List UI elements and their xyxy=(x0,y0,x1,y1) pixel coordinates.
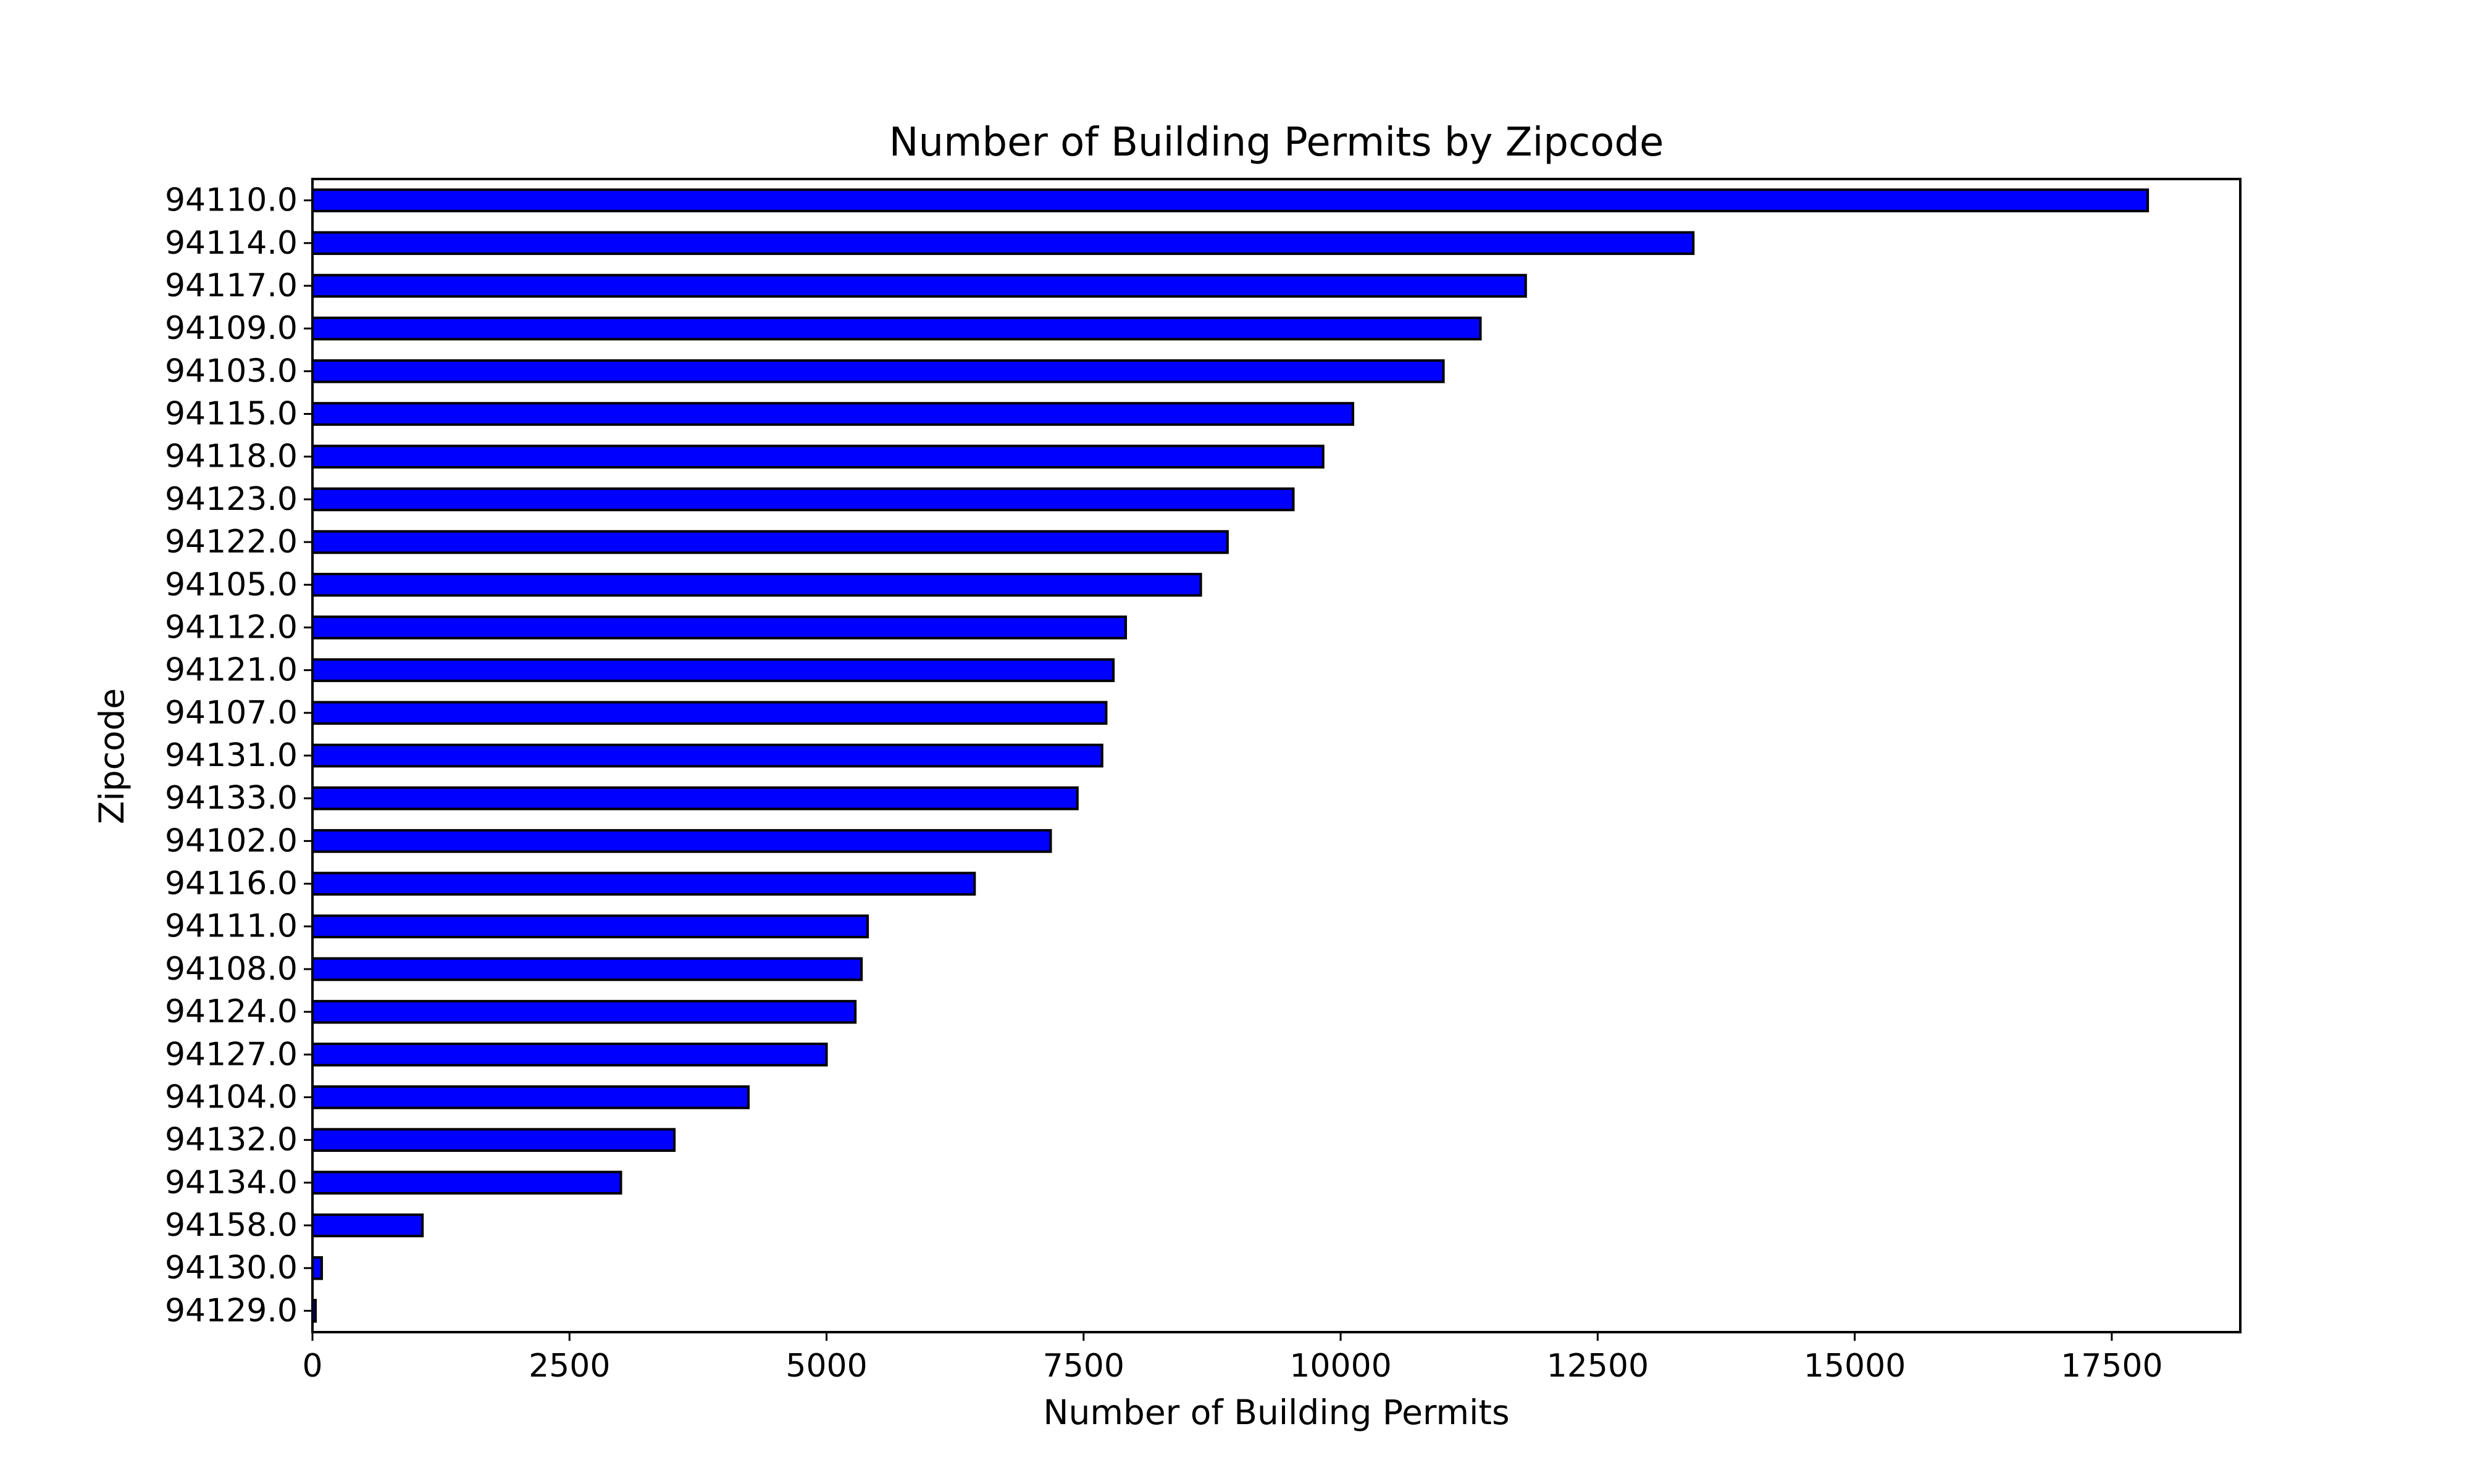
y-tick-label: 94122.0 xyxy=(165,523,298,561)
y-tick-label: 94104.0 xyxy=(165,1078,298,1115)
bar xyxy=(311,1256,323,1280)
bar xyxy=(311,273,1527,298)
bar xyxy=(311,872,976,896)
bar xyxy=(311,701,1108,725)
bar xyxy=(311,444,1325,469)
y-tick-label: 94103.0 xyxy=(165,352,298,390)
y-tick-label: 94117.0 xyxy=(165,267,298,304)
y-tick-label: 94130.0 xyxy=(165,1249,298,1286)
bars-layer xyxy=(311,188,2150,1323)
x-tick-label: 15000 xyxy=(1804,1348,1906,1385)
y-tick-label: 94105.0 xyxy=(165,566,298,603)
y-tick-label: 94114.0 xyxy=(165,225,298,262)
bar xyxy=(311,615,1128,640)
y-tick-label: 94102.0 xyxy=(165,822,298,859)
bar xyxy=(311,188,2150,212)
bar xyxy=(311,658,1115,682)
x-tick-label: 7500 xyxy=(1043,1348,1124,1385)
bar xyxy=(311,1128,676,1152)
y-tick-label: 94112.0 xyxy=(165,609,298,646)
bar xyxy=(311,316,1482,341)
bar xyxy=(311,914,869,939)
y-tick-label: 94124.0 xyxy=(165,993,298,1030)
bar xyxy=(311,999,857,1024)
bar xyxy=(311,1213,424,1238)
chart-title: Number of Building Permits by Zipcode xyxy=(889,120,1664,165)
x-tick-label: 5000 xyxy=(785,1348,867,1385)
x-tick-label: 10000 xyxy=(1289,1348,1391,1385)
y-tick-label: 94109.0 xyxy=(165,310,298,347)
bar xyxy=(311,487,1295,512)
x-tick-label: 0 xyxy=(302,1348,322,1385)
y-axis: 94110.0 94114.0 94117.0 94109.0 94103.0 94115… xyxy=(165,182,312,1329)
y-tick-label: 94134.0 xyxy=(165,1164,298,1201)
x-tick-label: 12500 xyxy=(1547,1348,1649,1385)
bar xyxy=(311,1043,828,1067)
y-tick-label: 94115.0 xyxy=(165,396,298,433)
bar xyxy=(311,402,1355,426)
x-tick-label: 17500 xyxy=(2061,1348,2162,1385)
bar xyxy=(311,1170,622,1195)
bar xyxy=(311,829,1052,853)
bar xyxy=(311,231,1695,256)
plot-area-frame xyxy=(311,178,2242,1333)
bar xyxy=(311,572,1202,597)
y-tick-label: 94116.0 xyxy=(165,865,298,902)
y-tick-label: 94110.0 xyxy=(165,182,298,219)
y-tick-label: 94123.0 xyxy=(165,481,298,518)
bar xyxy=(311,957,863,982)
bar xyxy=(311,786,1079,811)
y-axis-label: Zipcode xyxy=(92,688,132,825)
y-tick-label: 94127.0 xyxy=(165,1036,298,1073)
y-tick-label: 94132.0 xyxy=(165,1122,298,1159)
x-axis-label: Number of Building Permits xyxy=(1043,1393,1509,1432)
y-tick-label: 94111.0 xyxy=(165,908,298,945)
y-tick-label: 94133.0 xyxy=(165,780,298,817)
x-tick-label: 2500 xyxy=(529,1348,610,1385)
x-axis: 0 2500 5000 7500 10000 12500 15000 17500 xyxy=(302,1332,2163,1385)
y-tick-label: 94107.0 xyxy=(165,694,298,732)
y-tick-label: 94158.0 xyxy=(165,1207,298,1244)
bar xyxy=(311,530,1229,554)
bar xyxy=(311,1085,750,1109)
y-tick-label: 94118.0 xyxy=(165,438,298,475)
y-tick-label: 94121.0 xyxy=(165,652,298,689)
bar xyxy=(311,743,1103,768)
bar xyxy=(311,359,1445,383)
y-tick-label: 94129.0 xyxy=(165,1292,298,1329)
y-tick-label: 94131.0 xyxy=(165,737,298,774)
y-tick-label: 94108.0 xyxy=(165,951,298,988)
